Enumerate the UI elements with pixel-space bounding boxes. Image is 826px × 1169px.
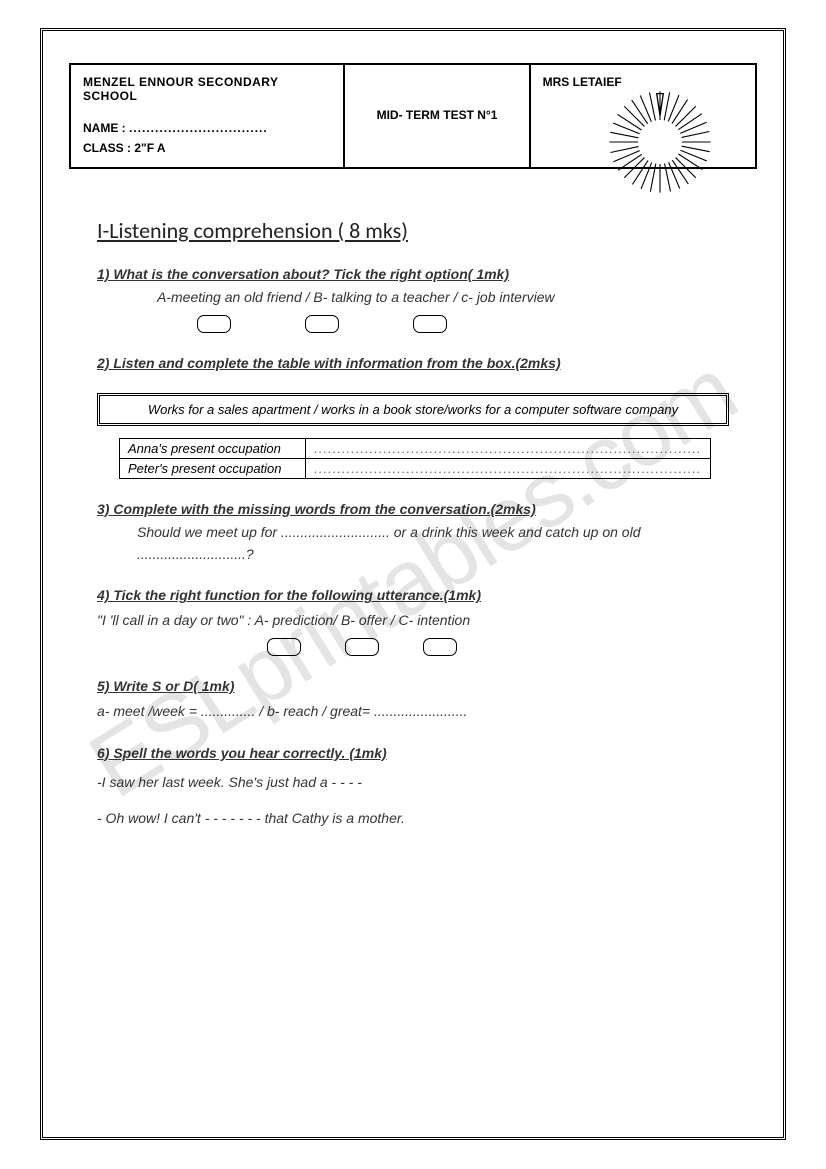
- q1-head: 1) What is the conversation about? Tick …: [97, 266, 729, 282]
- q4-box-c[interactable]: [423, 638, 457, 656]
- q5-body: a- meet /week = .............. / b- reac…: [97, 700, 729, 722]
- question-2: 2) Listen and complete the table with in…: [97, 355, 729, 371]
- q2-head: 2) Listen and complete the table with in…: [97, 355, 729, 371]
- q2-row2-label: Peter's present occupation: [120, 458, 306, 478]
- q1-box-a[interactable]: [197, 315, 231, 333]
- name-line: NAME : ................................: [83, 121, 331, 135]
- q3-body-a: Should we meet up for ..................…: [137, 521, 729, 543]
- q5-head: 5) Write S or D( 1mk): [97, 678, 729, 694]
- q4-body: "I 'll call in a day or two" : A- predic…: [97, 609, 729, 631]
- q2-row2-blank[interactable]: ........................................…: [306, 458, 710, 478]
- q3-head: 3) Complete with the missing words from …: [97, 501, 729, 517]
- q6-line1: -I saw her last week. She's just had a -…: [97, 771, 729, 793]
- name-blank[interactable]: ................................: [129, 121, 268, 135]
- q1-box-c[interactable]: [413, 315, 447, 333]
- q1-options: A-meeting an old friend / B- talking to …: [157, 286, 729, 308]
- question-1: 1) What is the conversation about? Tick …: [97, 266, 729, 333]
- q2-row1-blank[interactable]: ........................................…: [306, 438, 710, 458]
- q6-line2: - Oh wow! I can't - - - - - - - that Cat…: [97, 807, 729, 829]
- school-name: MENZEL ENNOUR SECONDARY SCHOOL: [83, 75, 331, 103]
- q4-box-a[interactable]: [267, 638, 301, 656]
- q4-head: 4) Tick the right function for the follo…: [97, 587, 729, 603]
- q4-tickboxes: [267, 638, 729, 656]
- question-4: 4) Tick the right function for the follo…: [97, 587, 729, 656]
- header-right-cell: MRS LETAIEF: [530, 64, 756, 168]
- section-title: I-Listening comprehension ( 8 mks): [97, 217, 757, 244]
- q6-head: 6) Spell the words you hear correctly. (…: [97, 745, 729, 761]
- header-center-cell: MID- TERM TEST N°1: [344, 64, 529, 168]
- question-6: 6) Spell the words you hear correctly. (…: [97, 745, 729, 830]
- table-row: Peter's present occupation .............…: [120, 458, 711, 478]
- q3-body-b: ............................?: [137, 543, 729, 565]
- header-table: MENZEL ENNOUR SECONDARY SCHOOL NAME : ..…: [69, 63, 757, 169]
- class-value: 2"F A: [134, 141, 165, 155]
- starburst-icon: [605, 87, 715, 197]
- name-label: NAME :: [83, 121, 126, 135]
- question-5: 5) Write S or D( 1mk) a- meet /week = ..…: [97, 678, 729, 722]
- header-left-cell: MENZEL ENNOUR SECONDARY SCHOOL NAME : ..…: [70, 64, 344, 168]
- q2-table: Anna's present occupation ..............…: [119, 438, 711, 479]
- q1-box-b[interactable]: [305, 315, 339, 333]
- q1-tickboxes: [187, 314, 729, 332]
- q2-row1-label: Anna's present occupation: [120, 438, 306, 458]
- table-row: Anna's present occupation ..............…: [120, 438, 711, 458]
- class-line: CLASS : 2"F A: [83, 141, 331, 155]
- question-3: 3) Complete with the missing words from …: [97, 501, 729, 566]
- q2-infobox: Works for a sales apartment / works in a…: [97, 393, 729, 426]
- test-title: MID- TERM TEST N°1: [377, 108, 498, 122]
- class-label: CLASS :: [83, 141, 131, 155]
- q4-box-b[interactable]: [345, 638, 379, 656]
